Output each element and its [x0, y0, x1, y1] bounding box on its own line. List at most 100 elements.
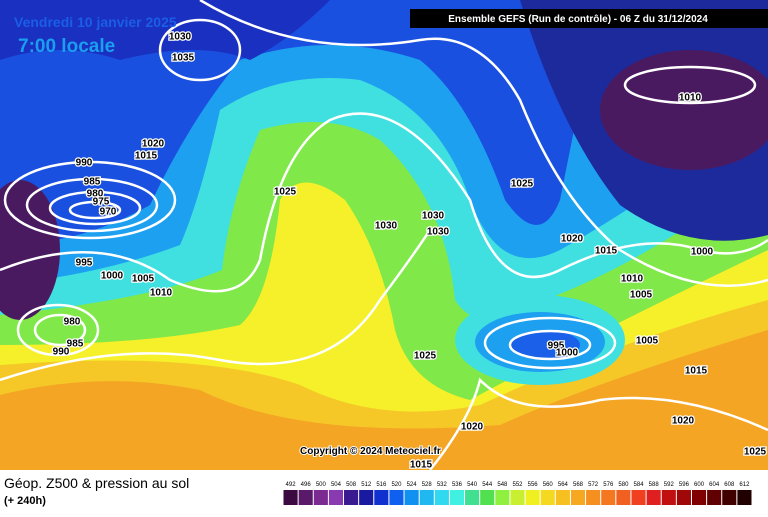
isobar-label: 1030	[422, 211, 445, 222]
isobar-label: 1020	[561, 234, 584, 245]
legend-swatch	[449, 490, 465, 505]
legend-swatch	[631, 490, 646, 505]
isobar-label: 1015	[685, 366, 708, 377]
legend-label: 532	[437, 482, 448, 488]
isobar-label: 1025	[274, 187, 297, 198]
isobar-label: 990	[76, 158, 93, 169]
isobar-label: 1010	[621, 274, 644, 285]
legend-swatch	[283, 490, 298, 505]
legend-swatch	[555, 490, 570, 505]
isobar-label: 1025	[414, 351, 437, 362]
legend-label: 568	[573, 482, 584, 488]
legend-swatch	[328, 490, 344, 505]
date: Vendredi 10 janvier 2025	[14, 14, 177, 30]
legend-label: 508	[346, 482, 357, 488]
legend-label: 572	[588, 482, 599, 488]
legend-label: 608	[724, 482, 735, 488]
legend-swatch	[691, 490, 707, 505]
legend-label: 536	[452, 482, 463, 488]
footer-title: Géop. Z500 & pression au sol	[4, 475, 189, 491]
isobar-label: 1025	[744, 447, 767, 458]
isobar-label: 1015	[595, 246, 618, 257]
run-info: Ensemble GEFS (Run de contrôle) - 06 Z d…	[448, 14, 708, 25]
legend-label: 528	[422, 482, 433, 488]
legend-swatch	[586, 490, 601, 505]
legend-label: 592	[664, 482, 675, 488]
legend-label: 584	[634, 482, 645, 488]
legend-swatch	[313, 490, 328, 505]
isobar-label: 1030	[427, 227, 450, 238]
isobar-label: 995	[76, 258, 93, 269]
legend-swatch	[676, 490, 691, 505]
legend-swatch	[465, 490, 480, 505]
isobar-label: 1010	[679, 93, 702, 104]
isobar-label: 1020	[142, 139, 165, 150]
legend-label: 524	[407, 482, 418, 488]
isobar-label: 975	[93, 197, 110, 208]
legend-swatch	[601, 490, 616, 505]
footer-range: (+ 240h)	[4, 495, 46, 507]
isobar-label: 1000	[691, 247, 714, 258]
isobar-label: 1005	[630, 290, 653, 301]
legend-swatch	[374, 490, 389, 505]
isobar-label: 1015	[410, 460, 433, 471]
legend-label: 564	[558, 482, 569, 488]
legend-label: 512	[361, 482, 372, 488]
isobar-label: 1025	[511, 179, 534, 190]
isobar-label: 1015	[135, 151, 158, 162]
isobar-label: 995	[548, 341, 565, 352]
legend-label: 588	[649, 482, 660, 488]
legend-swatch	[298, 490, 313, 505]
run-banner	[410, 9, 768, 28]
legend-label: 556	[528, 482, 539, 488]
isobar-label: 1000	[556, 348, 579, 359]
isobar-label: 1035	[172, 53, 195, 64]
legend-swatch	[434, 490, 449, 505]
legend-swatch	[480, 490, 495, 505]
legend-swatch	[404, 490, 419, 505]
legend-swatch	[510, 490, 525, 505]
legend-label: 496	[301, 482, 312, 488]
isobar-label: 980	[64, 317, 81, 328]
field	[0, 0, 768, 470]
isobar-label: 1005	[636, 336, 659, 347]
isobar-label: 1030	[169, 32, 192, 43]
isobar-label: 980	[87, 189, 104, 200]
legend-label: 576	[603, 482, 614, 488]
isobar-label: 1030	[375, 221, 398, 232]
legend-label: 600	[694, 482, 705, 488]
legend: 492 496 500 504 508 512 516 520 524 528 532 536 540 5…	[283, 482, 752, 505]
isobar-labels: 1030103510201015990985980975970102510301…	[51, 30, 767, 472]
legend-label: 544	[482, 482, 493, 488]
isobar-label: 1010	[150, 288, 173, 299]
legend-label: 520	[391, 482, 402, 488]
time: 7:00 locale	[18, 36, 115, 57]
legend-label: 504	[331, 482, 342, 488]
legend-swatch	[722, 490, 737, 505]
legend-swatch	[707, 490, 722, 505]
legend-label: 604	[709, 482, 720, 488]
isobar-label: 1020	[461, 422, 484, 433]
isobar-label: 985	[84, 177, 101, 188]
isobars	[0, 0, 768, 382]
legend-label: 596	[679, 482, 690, 488]
legend-label: 516	[376, 482, 387, 488]
legend-label: 492	[286, 482, 297, 488]
legend-label: 540	[467, 482, 478, 488]
isobar-label: 985	[67, 339, 84, 350]
legend-swatch	[616, 490, 631, 505]
isobar-label: 1005	[132, 274, 155, 285]
isobar-label: 970	[100, 207, 117, 218]
legend-label: 580	[618, 482, 629, 488]
legend-label: 500	[316, 482, 327, 488]
isobar-label: 990	[53, 347, 70, 358]
isobar-label: 1000	[101, 271, 124, 282]
legend-swatch	[419, 490, 434, 505]
isobar-label: 1020	[672, 416, 695, 427]
legend-swatch	[570, 490, 586, 505]
legend-swatch	[646, 490, 661, 505]
copyright: Copyright © 2024 Meteociel.fr	[300, 446, 441, 457]
legend-swatch	[737, 490, 752, 505]
legend-swatch	[359, 490, 374, 505]
